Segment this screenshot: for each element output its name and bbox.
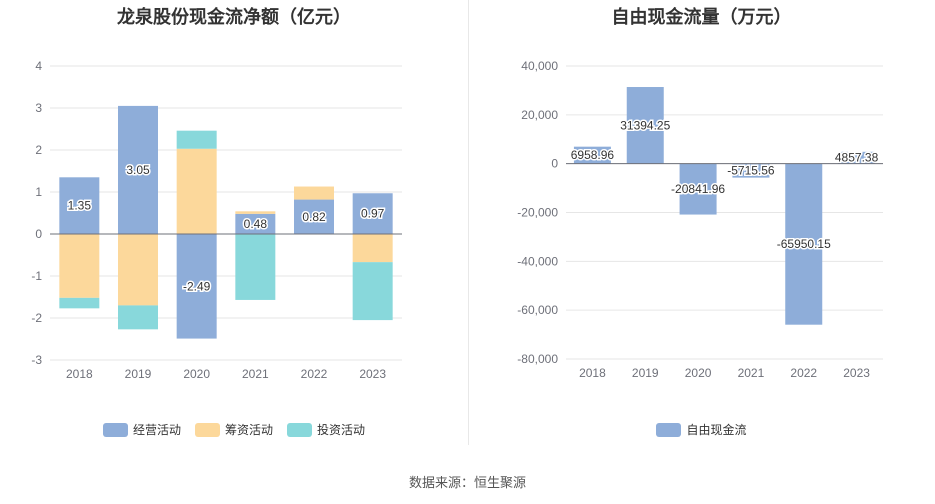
data-label: 4857.38	[835, 151, 879, 165]
legend-item[interactable]: 筹资活动	[194, 421, 273, 438]
cash-flow-net-chart: 龙泉股份现金流净额（亿元） -3 -2 -1 0 1 2 3 4 2018 2019 2020 202…	[0, 0, 468, 460]
bar[interactable]	[294, 186, 334, 200]
data-label: 0.97	[361, 207, 385, 221]
bar[interactable]	[59, 177, 100, 234]
y-tick-label: -1	[31, 269, 42, 283]
bar[interactable]	[838, 151, 876, 164]
y-tick-label: -60,000	[517, 303, 558, 317]
x-tick-label: 2020	[685, 366, 712, 380]
legend-swatch	[287, 422, 312, 437]
bar[interactable]	[235, 211, 276, 214]
bar[interactable]	[235, 234, 276, 300]
bar[interactable]	[235, 213, 276, 234]
y-tick-label: -2	[31, 311, 42, 325]
chart-title: 龙泉股份现金流净额（亿元）	[117, 7, 351, 27]
data-label: 1.35	[68, 199, 92, 213]
y-tick-label: -20,000	[517, 206, 558, 220]
bar[interactable]	[59, 297, 100, 309]
stacked-bar-chart: -3 -2 -1 0 1 2 3 4 2018 2019 2020 2021 2022 2023 1.35 3…	[31, 59, 402, 381]
bar[interactable]	[352, 193, 393, 234]
legend-swatch	[656, 422, 682, 437]
x-tick-label: 2018	[579, 366, 606, 380]
legend-label: 经营活动	[132, 423, 181, 437]
y-tick-label: -40,000	[517, 254, 558, 268]
free-cash-flow-chart: 自由现金流量（万元） -80,000 -60,000 -40,000 -20,000 0…	[468, 0, 935, 460]
data-label: 0.82	[302, 210, 326, 224]
x-tick-label: 2018	[66, 367, 93, 381]
legend-item[interactable]: 经营活动	[102, 421, 181, 438]
bar[interactable]	[176, 234, 217, 339]
y-tick-label: 4	[35, 59, 42, 73]
x-tick-label: 2019	[632, 366, 659, 380]
legend-label: 筹资活动	[224, 423, 273, 437]
y-tick-label: -3	[31, 353, 42, 367]
x-tick-label: 2023	[843, 366, 870, 380]
chart-title: 自由现金流量（万元）	[611, 7, 792, 27]
bar[interactable]	[176, 130, 217, 149]
legend: 自由现金流	[468, 421, 935, 438]
legend: 经营活动 筹资活动 投资活动	[0, 421, 468, 438]
x-tick-label: 2023	[359, 367, 386, 381]
bar[interactable]	[679, 163, 717, 215]
y-tick-label: -80,000	[517, 352, 558, 366]
bar[interactable]	[176, 148, 217, 234]
data-label: -20841.96	[671, 182, 725, 196]
y-tick-label: 0	[35, 227, 42, 241]
y-tick-label: 20,000	[521, 108, 558, 122]
legend-swatch	[102, 422, 128, 437]
bar[interactable]	[732, 163, 770, 178]
data-source-note: 数据来源：恒生聚源	[408, 475, 526, 490]
bar[interactable]	[59, 234, 100, 298]
x-tick-label: 2021	[242, 367, 269, 381]
x-tick-label: 2022	[790, 366, 817, 380]
legend-item[interactable]: 自由现金流	[656, 421, 747, 438]
data-label: -2.49	[183, 279, 211, 293]
data-label: -65950.15	[777, 237, 831, 251]
data-label: 31394.25	[620, 118, 670, 132]
y-tick-label: 40,000	[521, 59, 558, 73]
bar[interactable]	[118, 234, 158, 306]
x-tick-label: 2020	[183, 367, 210, 381]
bar[interactable]	[118, 105, 158, 235]
bar[interactable]	[785, 163, 823, 325]
data-label: 3.05	[126, 163, 150, 177]
data-label: 6958.96	[571, 148, 615, 162]
data-label: 0.48	[244, 217, 268, 231]
legend-item[interactable]: 投资活动	[287, 421, 365, 438]
bar[interactable]	[352, 234, 393, 263]
y-tick-label: 3	[35, 101, 42, 115]
panel-divider	[468, 0, 469, 445]
bar[interactable]	[294, 199, 334, 234]
y-tick-label: 2	[35, 143, 42, 157]
legend-label: 投资活动	[317, 423, 366, 437]
bar[interactable]	[352, 262, 393, 321]
x-tick-label: 2019	[125, 367, 152, 381]
data-label: -5715.56	[727, 164, 775, 178]
legend-label: 自由现金流	[686, 423, 747, 437]
bar[interactable]	[573, 146, 611, 164]
y-tick-label: 0	[551, 157, 558, 171]
bar-chart: -80,000 -60,000 -40,000 -20,000 0 20,000 40,00…	[517, 59, 883, 380]
bar[interactable]	[118, 305, 158, 330]
legend-swatch	[194, 422, 220, 437]
y-tick-label: 1	[35, 185, 42, 199]
x-tick-label: 2021	[738, 366, 765, 380]
x-tick-label: 2022	[301, 367, 328, 381]
bar[interactable]	[626, 87, 664, 164]
